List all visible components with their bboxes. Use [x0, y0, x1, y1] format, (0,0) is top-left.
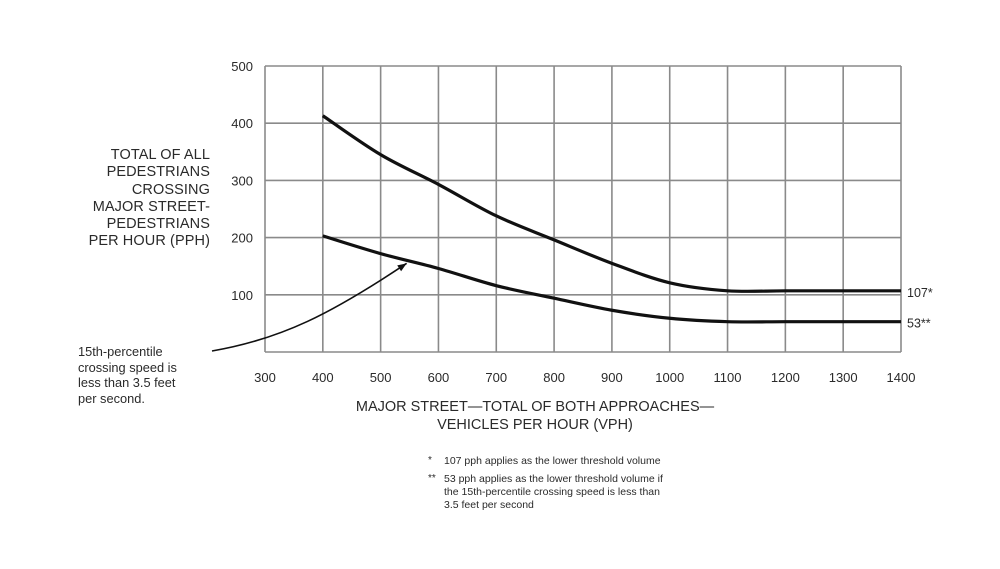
- annotation-arrow: [211, 262, 408, 352]
- footnote-line: the 15th-percentile crossing speed is le…: [444, 486, 660, 498]
- annotation-line: less than 3.5 feet: [78, 375, 176, 390]
- footnote-line: 53 pph applies as the lower threshold vo…: [444, 473, 663, 485]
- y-axis-label-line: TOTAL OF ALL: [110, 147, 210, 163]
- footnote-2: ** 53 pph applies as the lower threshold…: [428, 473, 788, 512]
- footnote-mark: *: [428, 455, 432, 466]
- series-end-label: 53**: [907, 317, 931, 331]
- x-tick-label: 500: [370, 370, 392, 385]
- x-tick-label: 600: [428, 370, 450, 385]
- y-tick-label: 400: [231, 116, 253, 131]
- annotation-line: 15th-percentile: [78, 344, 163, 359]
- y-axis-label-line: CROSSING: [131, 181, 210, 198]
- footnote-line: 107 pph applies as the lower threshold v…: [444, 455, 661, 467]
- x-axis-label-line: MAJOR STREET—TOTAL OF BOTH APPROACHES—: [355, 399, 715, 415]
- x-tick-label: 1300: [829, 370, 858, 385]
- x-tick-label: 300: [254, 370, 276, 385]
- tick-labels: 300 400 500 600 700 800 900 1000 1100 1200 1300 140…: [231, 59, 915, 385]
- x-tick-label: 1100: [714, 370, 742, 385]
- x-tick-label: 400: [312, 370, 334, 385]
- y-tick-label: 100: [231, 288, 253, 303]
- arrowhead-icon: [397, 263, 407, 272]
- y-axis-label-line: PEDESTRIANS: [106, 164, 210, 181]
- annotation-text: 15th-percentile crossing speed is less t…: [78, 344, 218, 406]
- x-tick-label: 1000: [655, 370, 684, 385]
- x-tick-label: 1400: [887, 370, 916, 385]
- grid-lines: [264, 65, 902, 353]
- footnote-1: * 107 pph applies as the lower threshold…: [428, 455, 788, 468]
- arrow-line: [211, 262, 408, 352]
- y-axis-label: TOTAL OF ALL PEDESTRIANS CROSSING MAJOR …: [40, 147, 210, 251]
- x-axis-label: MAJOR STREET—TOTAL OF BOTH APPROACHES— V…: [300, 399, 770, 434]
- x-tick-label: 900: [601, 370, 623, 385]
- annotation-line: per second.: [78, 390, 145, 406]
- footnotes: * 107 pph applies as the lower threshold…: [428, 455, 788, 517]
- x-tick-label: 700: [485, 370, 507, 385]
- y-tick-label: 200: [231, 231, 253, 246]
- x-tick-label: 800: [543, 370, 565, 385]
- x-axis-label-line: VEHICLES PER HOUR (VPH): [437, 416, 633, 433]
- annotation-line: crossing speed is: [78, 359, 177, 375]
- series-curve-2: [322, 234, 901, 324]
- y-tick-label: 300: [231, 173, 253, 188]
- series-end-label: 107*: [907, 286, 933, 300]
- y-axis-label-line: PER HOUR (PPH): [88, 233, 210, 250]
- y-tick-label: 500: [231, 59, 253, 74]
- footnote-line: 3.5 feet per second: [444, 499, 534, 511]
- x-tick-label: 1200: [771, 370, 800, 385]
- y-axis-label-line: PEDESTRIANS: [106, 216, 210, 233]
- data-curves: [321, 114, 901, 324]
- y-axis-label-line: MAJOR STREET-: [92, 198, 210, 215]
- end-labels: 107* 53**: [907, 286, 933, 331]
- footnote-mark: **: [428, 473, 436, 484]
- series-curve-1: [321, 114, 901, 293]
